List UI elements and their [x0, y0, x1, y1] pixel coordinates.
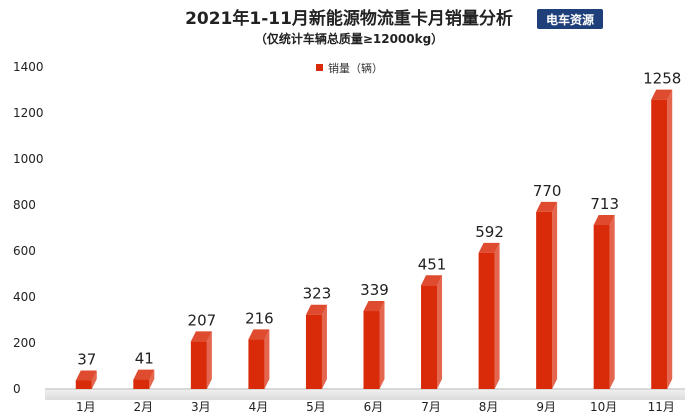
- bar: [363, 301, 385, 389]
- bar-side: [494, 242, 500, 389]
- bar-side: [667, 89, 673, 389]
- x-tick-label: 8月: [479, 400, 499, 414]
- data-label: 207: [188, 311, 217, 329]
- data-label: 592: [475, 223, 504, 241]
- bar-front: [133, 379, 150, 389]
- x-tick-label: 10月: [590, 400, 617, 414]
- plot-floor: [45, 388, 685, 400]
- logo-badge: 电车资源: [537, 9, 603, 29]
- x-tick-label: 4月: [249, 400, 269, 414]
- bar: [248, 329, 270, 389]
- bar-top: [75, 370, 97, 381]
- x-tick-label: 5月: [306, 400, 326, 414]
- bar-front: [305, 314, 322, 389]
- x-tick-label: 1月: [76, 400, 96, 414]
- y-axis: 0 200 400 600 800 1000 1200 1400: [13, 60, 44, 396]
- bar-front: [363, 311, 380, 389]
- data-label: 41: [135, 350, 154, 368]
- chart-title: 2021年1-11月新能源物流重卡月销量分析: [185, 8, 513, 29]
- bar: [651, 89, 673, 389]
- y-tick-label: 1400: [13, 60, 44, 74]
- x-axis: 1月 2月 3月 4月 5月 6月 7月 8月 9月 10月 11月: [76, 400, 675, 414]
- bar-side: [149, 369, 155, 389]
- bar: [478, 242, 500, 389]
- bar-front: [248, 339, 265, 389]
- bar-side: [91, 370, 97, 389]
- bar-side: [552, 201, 558, 389]
- bar-top: [248, 329, 270, 340]
- bar: [305, 304, 327, 389]
- bar-front: [593, 225, 610, 389]
- y-tick-label: 400: [13, 290, 36, 304]
- y-tick-label: 1000: [13, 152, 44, 166]
- bar-front: [536, 211, 553, 389]
- y-tick-label: 200: [13, 336, 36, 350]
- bar-top: [133, 369, 155, 380]
- data-label: 37: [77, 350, 96, 368]
- bar-front: [651, 99, 668, 389]
- bar: [536, 201, 558, 389]
- data-label: 713: [590, 195, 619, 213]
- bar-top: [421, 275, 443, 286]
- y-tick-label: 800: [13, 198, 36, 212]
- bar-top: [305, 304, 327, 315]
- data-label: 451: [418, 255, 447, 273]
- y-tick-label: 600: [13, 244, 36, 258]
- logo-text: 电车资源: [546, 12, 594, 27]
- bar-front: [190, 341, 207, 389]
- bar: [75, 370, 97, 389]
- data-label: 339: [360, 281, 389, 299]
- legend-label: 销量（辆）: [328, 61, 383, 75]
- x-tick-label: 2月: [133, 400, 153, 414]
- bar-side: [437, 275, 443, 389]
- bar-side: [206, 331, 212, 389]
- bar-side: [609, 215, 615, 389]
- y-tick-label: 1200: [13, 106, 44, 120]
- data-label: 323: [303, 285, 332, 303]
- bar-top: [190, 331, 212, 342]
- data-label: 1258: [643, 70, 681, 88]
- bar-side: [321, 304, 327, 389]
- bar-top: [651, 89, 673, 100]
- bar: [133, 369, 155, 389]
- x-tick-label: 9月: [536, 400, 556, 414]
- bar-side: [264, 329, 270, 389]
- bar-top: [363, 301, 385, 312]
- legend: 销量（辆）: [316, 61, 383, 75]
- bars-group: 37 41 207 216 323 339 451 592 770 713 1258: [75, 70, 681, 389]
- bar-top: [478, 242, 500, 253]
- bar-front: [478, 252, 495, 389]
- bar: [593, 215, 615, 389]
- x-tick-label: 3月: [191, 400, 211, 414]
- bar-front: [75, 380, 92, 389]
- chart-subtitle: （仅统计车辆总质量≥12000kg）: [255, 31, 443, 46]
- x-tick-label: 7月: [421, 400, 441, 414]
- bar-side: [379, 301, 385, 389]
- y-tick-label: 0: [13, 382, 21, 396]
- bar-top: [593, 215, 615, 226]
- bar-front: [421, 285, 438, 389]
- bar-top: [536, 201, 558, 212]
- data-label: 770: [533, 182, 562, 200]
- legend-swatch: [316, 64, 323, 71]
- data-label: 216: [245, 309, 274, 327]
- bar: [190, 331, 212, 389]
- x-tick-label: 6月: [364, 400, 384, 414]
- x-tick-label: 11月: [648, 400, 675, 414]
- bar: [421, 275, 443, 389]
